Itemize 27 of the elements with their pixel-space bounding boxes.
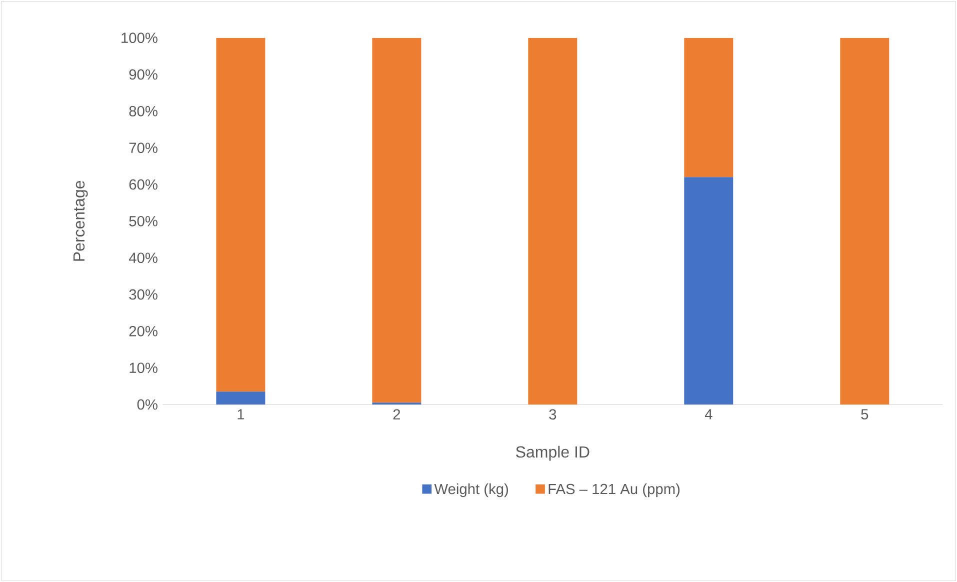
y-tick-label: 30% [129, 289, 158, 300]
x-tick-label: 3 [549, 409, 556, 420]
bar [684, 38, 734, 178]
y-tick-label: 10% [130, 362, 158, 374]
y-tick-label: 100% [122, 32, 158, 44]
bar [216, 392, 266, 404]
y-tick-label: 0% [137, 399, 158, 410]
x-tick-label: 4 [704, 409, 712, 420]
y-tick-label: 20% [129, 326, 158, 336]
y-tick-label: 80% [129, 106, 158, 116]
x-tick-label: 1 [238, 409, 244, 420]
y-axis-title: Percentage [73, 180, 88, 261]
x-tick-label: 5 [861, 409, 868, 420]
y-tick-label: 60% [129, 179, 158, 190]
x-tick-label: 2 [393, 409, 400, 420]
y-tick-label: 90% [129, 69, 158, 80]
bar [216, 38, 266, 392]
y-tick-label: 50% [129, 216, 158, 226]
legend-label: FAS – 121 Au (ppm) [548, 483, 680, 498]
x-axis-title: Sample ID [516, 446, 590, 461]
bar [528, 38, 578, 404]
y-tick-label: 40% [128, 252, 158, 264]
bar [372, 38, 422, 403]
legend-label: Weight (kg) [434, 483, 508, 498]
y-tick-label: 70% [129, 142, 158, 154]
bar [840, 38, 890, 404]
bar [684, 177, 734, 404]
